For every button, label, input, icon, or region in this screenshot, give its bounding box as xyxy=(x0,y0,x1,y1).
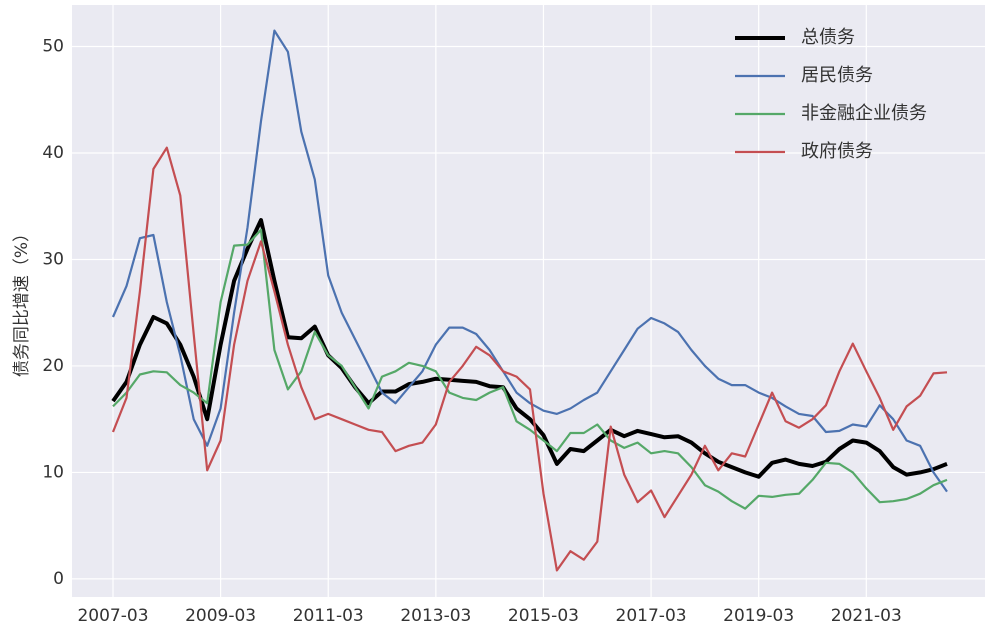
x-tick-label: 2015-03 xyxy=(508,606,579,626)
series-line xyxy=(111,29,948,493)
legend-label: 总债务 xyxy=(801,27,855,48)
y-tick-label: 30 xyxy=(42,249,64,269)
x-tick-label: 2017-03 xyxy=(616,606,687,626)
y-tick-label: 40 xyxy=(42,143,64,163)
series-line xyxy=(112,228,948,510)
x-tick-label: 2009-03 xyxy=(185,606,256,626)
x-tick-label: 2021-03 xyxy=(831,606,902,626)
legend-label: 非金融企业债务 xyxy=(801,103,927,124)
x-tick-label: 2007-03 xyxy=(77,606,148,626)
legend-label: 政府债务 xyxy=(801,141,873,162)
y-tick-label: 20 xyxy=(42,356,64,376)
x-tick-label: 2011-03 xyxy=(293,606,364,626)
legend-label: 居民债务 xyxy=(801,65,873,86)
y-axis-label: 债务同比增速（%） xyxy=(12,225,32,377)
x-tick-label: 2019-03 xyxy=(723,606,794,626)
y-tick-label: 50 xyxy=(42,37,64,57)
plot-background xyxy=(72,5,985,597)
lines xyxy=(111,29,948,572)
grid xyxy=(72,5,985,597)
y-tick-label: 0 xyxy=(53,569,64,589)
series-line xyxy=(111,146,948,572)
labels: 0 10 20 30 40 50 2007-03 2009-03 2011-03 2013-03 2… xyxy=(42,27,927,626)
y-tick-label: 10 xyxy=(42,462,64,482)
x-tick-label: 2013-03 xyxy=(400,606,471,626)
